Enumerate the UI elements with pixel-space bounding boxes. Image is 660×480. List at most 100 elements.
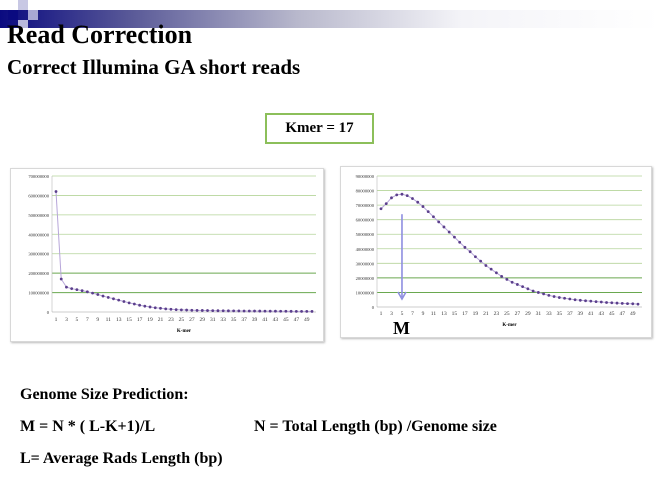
data-point bbox=[174, 308, 178, 312]
data-point bbox=[636, 302, 640, 306]
x-tick-label: 21 bbox=[158, 317, 164, 323]
data-point bbox=[91, 291, 94, 295]
data-point bbox=[458, 240, 462, 244]
x-tick-label: 5 bbox=[76, 317, 79, 323]
data-point bbox=[474, 255, 477, 259]
x-tick-label: 29 bbox=[200, 317, 206, 323]
x-tick-label: 19 bbox=[473, 311, 479, 317]
slide-subtitle: Correct Illumina GA short reads bbox=[7, 55, 301, 79]
data-point bbox=[405, 194, 409, 198]
series-line bbox=[55, 191, 313, 312]
chart-frame-2 bbox=[340, 166, 652, 338]
y-tick-label: 90000000 bbox=[356, 174, 375, 179]
data-point bbox=[610, 301, 614, 305]
header-gradient-bar bbox=[0, 10, 660, 28]
data-point bbox=[117, 298, 121, 302]
data-point bbox=[453, 235, 456, 239]
y-tick-label: 50000000 bbox=[356, 232, 375, 237]
data-point bbox=[279, 309, 283, 313]
data-point bbox=[268, 309, 272, 313]
y-tick-label: 100000000 bbox=[28, 291, 49, 296]
data-point bbox=[463, 245, 467, 249]
data-point bbox=[447, 230, 451, 234]
data-point bbox=[101, 294, 105, 298]
data-point bbox=[247, 309, 251, 313]
x-tick-label: 33 bbox=[220, 317, 226, 323]
data-point bbox=[75, 288, 79, 292]
x-axis-label: K-mer bbox=[177, 329, 192, 334]
m-arrow-head-icon bbox=[397, 291, 407, 301]
data-point bbox=[411, 197, 414, 200]
x-tick-label: 47 bbox=[294, 317, 300, 323]
x-tick-label: 43 bbox=[599, 311, 605, 317]
data-point bbox=[159, 306, 162, 310]
data-point bbox=[289, 309, 293, 313]
y-tick-label: 300000000 bbox=[28, 252, 49, 257]
x-tick-label: 3 bbox=[390, 311, 393, 317]
x-tick-label: 17 bbox=[137, 317, 143, 323]
data-point bbox=[395, 193, 399, 197]
x-tick-label: 35 bbox=[557, 311, 563, 317]
x-tick-label: 17 bbox=[462, 311, 468, 317]
data-point bbox=[594, 300, 598, 304]
y-tick-label: 500000000 bbox=[28, 213, 49, 218]
data-point bbox=[615, 301, 619, 305]
x-tick-label: 21 bbox=[483, 311, 489, 317]
data-point bbox=[284, 309, 288, 313]
data-point bbox=[468, 250, 472, 254]
x-tick-label: 41 bbox=[588, 311, 594, 317]
x-tick-label: 45 bbox=[609, 311, 615, 317]
y-tick-label: 20000000 bbox=[356, 276, 375, 281]
data-point bbox=[584, 299, 587, 303]
x-tick-label: 13 bbox=[441, 311, 447, 317]
data-point bbox=[426, 210, 430, 214]
x-tick-label: 41 bbox=[262, 317, 268, 323]
x-tick-label: 23 bbox=[168, 317, 174, 323]
data-point bbox=[505, 277, 509, 281]
x-tick-label: 9 bbox=[96, 317, 99, 323]
data-point bbox=[253, 309, 256, 313]
data-point bbox=[127, 301, 131, 305]
data-point bbox=[153, 306, 157, 310]
data-point bbox=[531, 289, 535, 293]
data-point bbox=[416, 200, 420, 204]
data-point bbox=[557, 296, 561, 299]
data-point bbox=[237, 309, 241, 313]
data-point bbox=[143, 304, 147, 308]
data-point bbox=[70, 287, 74, 291]
data-point bbox=[274, 309, 277, 313]
y-tick-label: 70000000 bbox=[356, 203, 375, 208]
x-tick-label: 37 bbox=[241, 317, 247, 323]
x-tick-label: 37 bbox=[567, 311, 573, 317]
x-tick-label: 45 bbox=[283, 317, 289, 323]
y-tick-label: 60000000 bbox=[356, 218, 375, 223]
x-tick-label: 39 bbox=[252, 317, 258, 323]
data-point bbox=[526, 287, 530, 291]
y-tick-label: 700000000 bbox=[28, 174, 49, 179]
data-point bbox=[310, 310, 314, 313]
data-point bbox=[211, 309, 215, 313]
slide-title: Read Correction bbox=[7, 20, 193, 49]
data-point bbox=[106, 296, 110, 299]
x-tick-label: 39 bbox=[578, 311, 584, 317]
x-tick-label: 9 bbox=[422, 311, 425, 317]
data-point bbox=[542, 292, 545, 296]
data-point bbox=[626, 302, 629, 306]
data-point bbox=[589, 299, 593, 303]
data-point bbox=[138, 303, 141, 307]
data-point bbox=[599, 300, 603, 304]
data-point bbox=[484, 264, 488, 267]
data-point bbox=[190, 308, 194, 312]
data-point bbox=[500, 275, 504, 278]
x-tick-label: 5 bbox=[401, 311, 404, 317]
y-tick-label: 30000000 bbox=[356, 261, 375, 266]
data-point bbox=[96, 293, 100, 296]
data-point bbox=[294, 309, 298, 313]
x-tick-label: 1 bbox=[380, 311, 383, 317]
data-point bbox=[510, 280, 514, 284]
data-point bbox=[573, 298, 577, 302]
data-point bbox=[164, 307, 168, 311]
y-tick-label: 600000000 bbox=[28, 193, 49, 198]
data-point bbox=[421, 205, 425, 208]
